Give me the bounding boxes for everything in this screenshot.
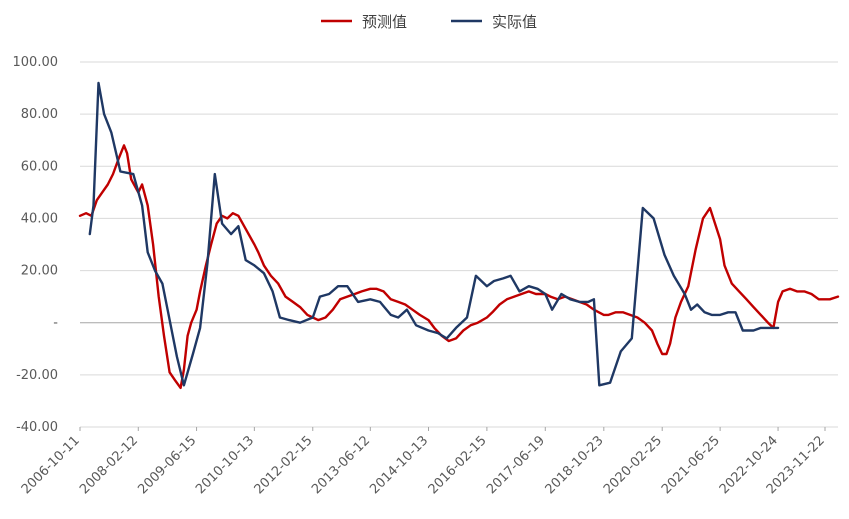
- legend-label-actual: 实际值: [492, 13, 537, 31]
- x-tick-label: 2010-10-13: [193, 433, 257, 497]
- y-tick-label: 20.00: [21, 264, 58, 279]
- x-tick-label: 2009-06-15: [135, 433, 199, 497]
- y-tick-label: 80.00: [21, 107, 58, 122]
- x-tick-label: 2012-02-15: [252, 433, 316, 497]
- x-tick-label: 2020-02-25: [601, 433, 665, 497]
- x-tick-label: 2016-02-15: [426, 433, 490, 497]
- legend: 预测值 实际值: [321, 13, 537, 31]
- x-tick-label: 2013-06-12: [309, 433, 373, 497]
- y-tick-label: -20.00: [16, 368, 58, 383]
- series-line-predicted: [78, 144, 840, 390]
- x-tick-label: 2018-10-23: [543, 433, 607, 497]
- legend-label-predicted: 预测值: [362, 13, 407, 31]
- x-axis: 2006-10-112008-02-122009-06-152010-10-13…: [19, 427, 828, 497]
- x-tick-label: 2014-10-13: [367, 433, 431, 497]
- y-tick-label: 100.00: [13, 55, 59, 70]
- y-axis-ticks: 100.00 80.00 60.00 40.00 20.00 - -20.00 -40.00: [13, 55, 59, 435]
- x-tick-label: 2021-06-25: [659, 433, 723, 497]
- x-tick-label: 2008-02-12: [77, 433, 141, 497]
- y-tick-label: 60.00: [21, 159, 58, 174]
- x-tick-label: 2006-10-11: [19, 433, 83, 497]
- y-tick-label: -40.00: [16, 420, 58, 435]
- series-line-actual: [88, 81, 780, 387]
- gridlines: [80, 61, 838, 428]
- series-lines: [78, 81, 840, 390]
- x-tick-label: 2017-06-19: [484, 433, 548, 497]
- y-tick-label: 40.00: [21, 211, 58, 226]
- y-tick-label: -: [53, 316, 58, 331]
